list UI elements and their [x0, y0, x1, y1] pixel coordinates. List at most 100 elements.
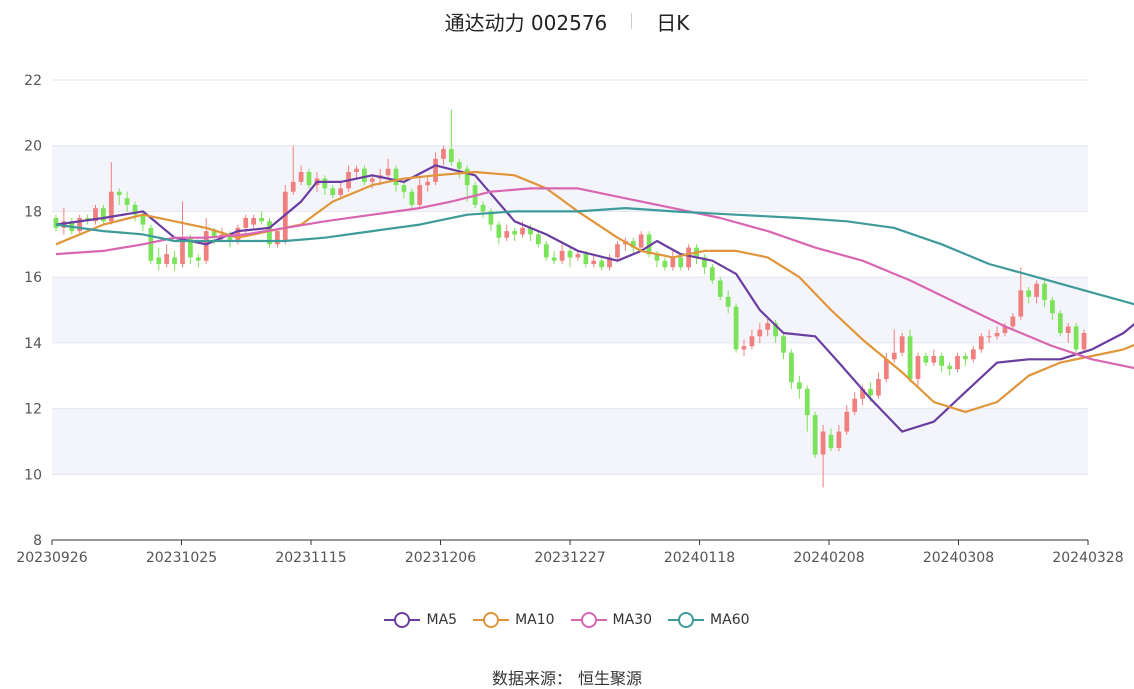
- x-tick-label: 20240328: [1052, 550, 1123, 566]
- candle-body: [844, 411, 850, 432]
- y-tick-label: 16: [24, 270, 42, 286]
- candle-body: [963, 356, 968, 360]
- candle-body: [108, 191, 114, 222]
- candle-body: [1057, 313, 1063, 333]
- candle-body: [567, 250, 573, 258]
- candle-body: [994, 333, 1000, 337]
- candle-body: [251, 218, 257, 225]
- grid-band: [52, 474, 1088, 540]
- candle-body: [282, 191, 288, 241]
- candle-body: [512, 231, 518, 235]
- candle-body: [757, 329, 763, 337]
- candle-body: [907, 336, 913, 379]
- candle-body: [1073, 326, 1079, 350]
- candle-body: [441, 149, 446, 159]
- candle-body: [290, 181, 296, 192]
- candle-body: [528, 227, 533, 235]
- title-separator: [631, 13, 633, 29]
- candle-body: [955, 356, 960, 370]
- candle-body: [449, 149, 454, 163]
- candle-body: [899, 336, 905, 353]
- candle-body: [1034, 283, 1039, 297]
- candle-body: [496, 224, 502, 238]
- candle-body: [868, 388, 873, 396]
- candle-body: [1042, 283, 1047, 301]
- candle-body: [259, 218, 264, 222]
- y-tick-label: 18: [24, 204, 42, 220]
- x-tick-label: 20231115: [275, 550, 346, 566]
- legend-item-ma5[interactable]: MA5: [384, 612, 457, 628]
- series-line-ma30: [55, 187, 1134, 370]
- legend-label-ma5: MA5: [426, 612, 458, 628]
- candle-body: [781, 336, 786, 353]
- candle-body: [267, 221, 272, 245]
- candle-body: [156, 257, 162, 264]
- candle-body: [860, 388, 865, 399]
- candle-body: [330, 188, 336, 195]
- candle-body: [1010, 316, 1016, 327]
- candle-body: [804, 388, 810, 416]
- x-tick-label: 20240208: [793, 550, 864, 566]
- candle-body: [765, 323, 771, 330]
- grid-band: [52, 277, 1088, 343]
- candle-body: [275, 231, 280, 245]
- x-tick-label: 20240308: [923, 550, 994, 566]
- candle-body: [638, 234, 644, 248]
- legend-symbol-ma30: [570, 612, 607, 628]
- candle-body: [172, 257, 177, 264]
- candle-body: [409, 191, 415, 205]
- candle-body: [978, 336, 984, 350]
- candle-body: [543, 244, 549, 258]
- legend-symbol-ma10: [473, 612, 510, 628]
- candle-body: [891, 352, 897, 360]
- candle-body: [741, 346, 747, 350]
- candle-body: [425, 181, 431, 186]
- legend-label-ma10: MA10: [515, 612, 555, 628]
- candle-body: [883, 359, 889, 379]
- grid-band: [52, 408, 1088, 475]
- y-tick-label: 10: [24, 467, 42, 483]
- candle-body: [1081, 333, 1087, 350]
- candle-body: [678, 257, 684, 268]
- candle-body: [488, 211, 494, 225]
- series-line-ma5: [55, 164, 1134, 433]
- y-tick-label: 8: [33, 533, 42, 549]
- x-tick-label: 20231227: [534, 550, 605, 566]
- candle-body: [188, 237, 193, 258]
- candle-body: [180, 237, 185, 264]
- candlestick-chart: 8 10 12 14 16 18 20 22 20230926 20231025 20231115 2…: [16, 73, 1134, 566]
- candle-body: [575, 254, 581, 258]
- candle-body: [852, 398, 858, 412]
- y-tick-label: 20: [24, 139, 42, 155]
- candle-body: [1050, 300, 1055, 314]
- legend-symbol-ma60: [668, 612, 705, 628]
- candle-body: [551, 257, 557, 261]
- y-tick-label: 12: [24, 402, 42, 418]
- candle-body: [630, 241, 636, 248]
- legend-item-ma60[interactable]: MA60: [668, 612, 750, 628]
- candle-body: [504, 231, 510, 238]
- y-tick-label: 22: [24, 73, 42, 89]
- candle-body: [931, 356, 937, 363]
- candle-body: [385, 168, 391, 176]
- legend: MA5 MA10 MA30 MA60: [0, 612, 1134, 628]
- candle-body: [401, 185, 407, 192]
- grid-band: [52, 145, 1088, 212]
- candle-body: [876, 379, 881, 396]
- legend-item-ma10[interactable]: MA10: [473, 612, 555, 628]
- candle-body: [195, 257, 201, 261]
- candle-body: [306, 172, 312, 186]
- candle-body: [559, 250, 565, 261]
- candle-body: [820, 431, 826, 455]
- candle-body: [812, 415, 818, 455]
- candle-body: [773, 323, 778, 337]
- legend-item-ma30[interactable]: MA30: [570, 612, 653, 628]
- candle-body: [702, 257, 707, 268]
- candle-body: [417, 185, 423, 205]
- candle-body: [970, 349, 976, 360]
- stock-title: 通达动力 002576: [444, 10, 608, 35]
- candle-body: [599, 260, 605, 268]
- legend-label-ma30: MA30: [612, 612, 653, 628]
- candle-body: [164, 254, 170, 264]
- candle-body: [433, 158, 438, 182]
